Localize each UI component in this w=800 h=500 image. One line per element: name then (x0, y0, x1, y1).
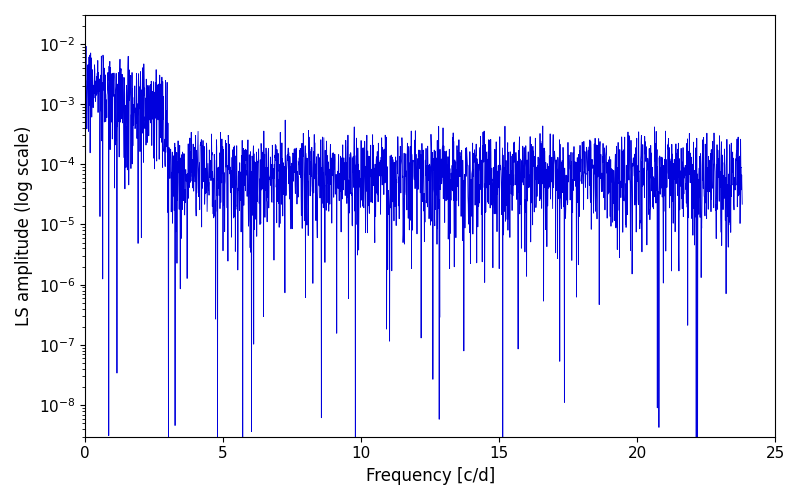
Y-axis label: LS amplitude (log scale): LS amplitude (log scale) (15, 126, 33, 326)
X-axis label: Frequency [c/d]: Frequency [c/d] (366, 467, 494, 485)
